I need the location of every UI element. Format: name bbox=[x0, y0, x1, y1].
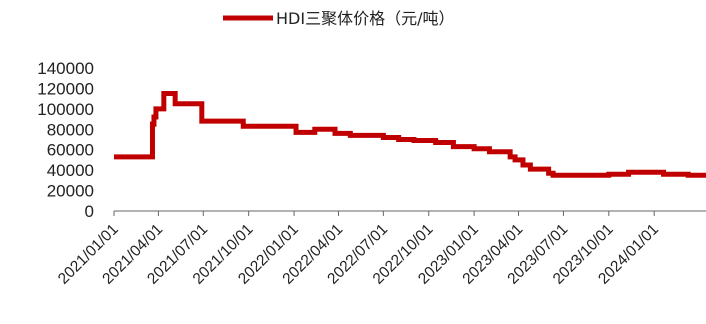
y-tick-label: 80000 bbox=[47, 120, 94, 139]
x-axis: 2021/01/012021/04/012021/07/012021/10/01… bbox=[55, 211, 662, 288]
series-line-hdi-trimer-price bbox=[114, 91, 706, 178]
legend: HDI三聚体价格（元/吨） bbox=[223, 9, 454, 28]
y-tick-label: 0 bbox=[85, 202, 94, 221]
y-tick-label: 20000 bbox=[47, 182, 94, 201]
y-tick-label: 60000 bbox=[47, 141, 94, 160]
y-tick-label: 140000 bbox=[37, 59, 94, 78]
y-tick-label: 40000 bbox=[47, 161, 94, 180]
y-tick-label: 120000 bbox=[37, 79, 94, 98]
legend-label: HDI三聚体价格（元/吨） bbox=[276, 9, 454, 28]
y-tick-label: 100000 bbox=[37, 100, 94, 119]
